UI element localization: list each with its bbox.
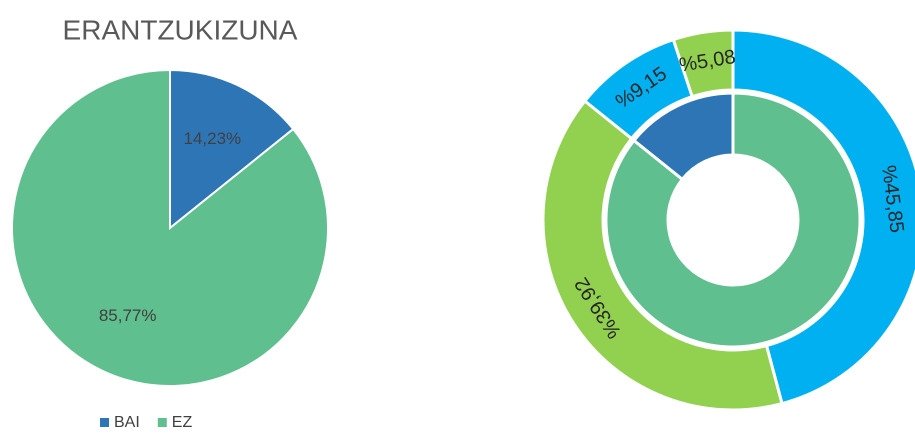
chart-title: ERANTZUKIZUNA	[63, 14, 298, 45]
legend-label: BAI	[114, 414, 140, 431]
legend-label: EZ	[172, 414, 193, 431]
donut-segment	[671, 28, 735, 99]
pie-slice	[169, 68, 295, 231]
pie-slice	[11, 68, 329, 387]
donut-segment	[541, 98, 784, 412]
legend-swatch	[157, 418, 167, 427]
data-label: 14,23%	[184, 129, 242, 148]
legend-swatch	[100, 418, 109, 427]
donut-segment	[731, 28, 915, 406]
data-label: 85,77%	[99, 306, 157, 325]
donut-segment	[631, 91, 735, 182]
donut-segment	[604, 91, 862, 349]
